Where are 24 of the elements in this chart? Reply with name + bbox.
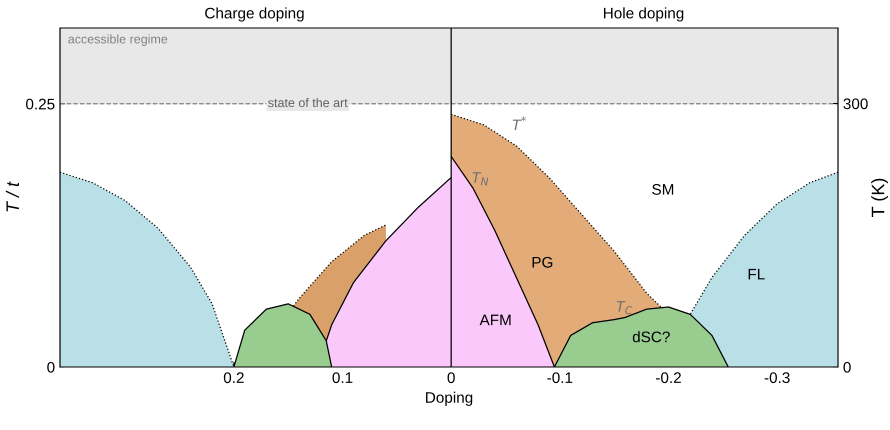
annotation: T$_{N}$: [472, 172, 488, 186]
annotation: AFM: [480, 314, 511, 326]
text: Charge doping: [205, 7, 304, 22]
x-tick-label: -0.2: [656, 372, 681, 384]
x-tick-label: 0.2: [224, 372, 244, 384]
y2-tick-label: 300: [843, 98, 868, 110]
text: Hole doping: [604, 7, 684, 22]
annotation: dSC?: [632, 331, 670, 342]
annotation: T$_{C}$: [616, 301, 632, 314]
y-axis-title: T / t: [6, 181, 20, 212]
x-tick-label: 0.1: [332, 372, 352, 384]
annotation: PG: [532, 256, 552, 268]
band-label: accessible regime: [68, 34, 168, 46]
y-tick-label: 0.25: [26, 98, 54, 110]
x-tick-label: -0.1: [547, 372, 572, 384]
y2-axis-title: T (K): [871, 178, 888, 217]
ref-line-label: state of the art: [268, 98, 348, 108]
annotation: FL: [748, 268, 765, 280]
x-axis-title: Doping: [426, 392, 472, 406]
x-tick-label: -0.3: [764, 372, 790, 384]
annotation: T$^{*}$: [512, 116, 526, 130]
annotation: SM: [652, 184, 674, 195]
x-tick-label: 0: [448, 372, 455, 384]
y2-tick-label: 0: [843, 362, 851, 373]
